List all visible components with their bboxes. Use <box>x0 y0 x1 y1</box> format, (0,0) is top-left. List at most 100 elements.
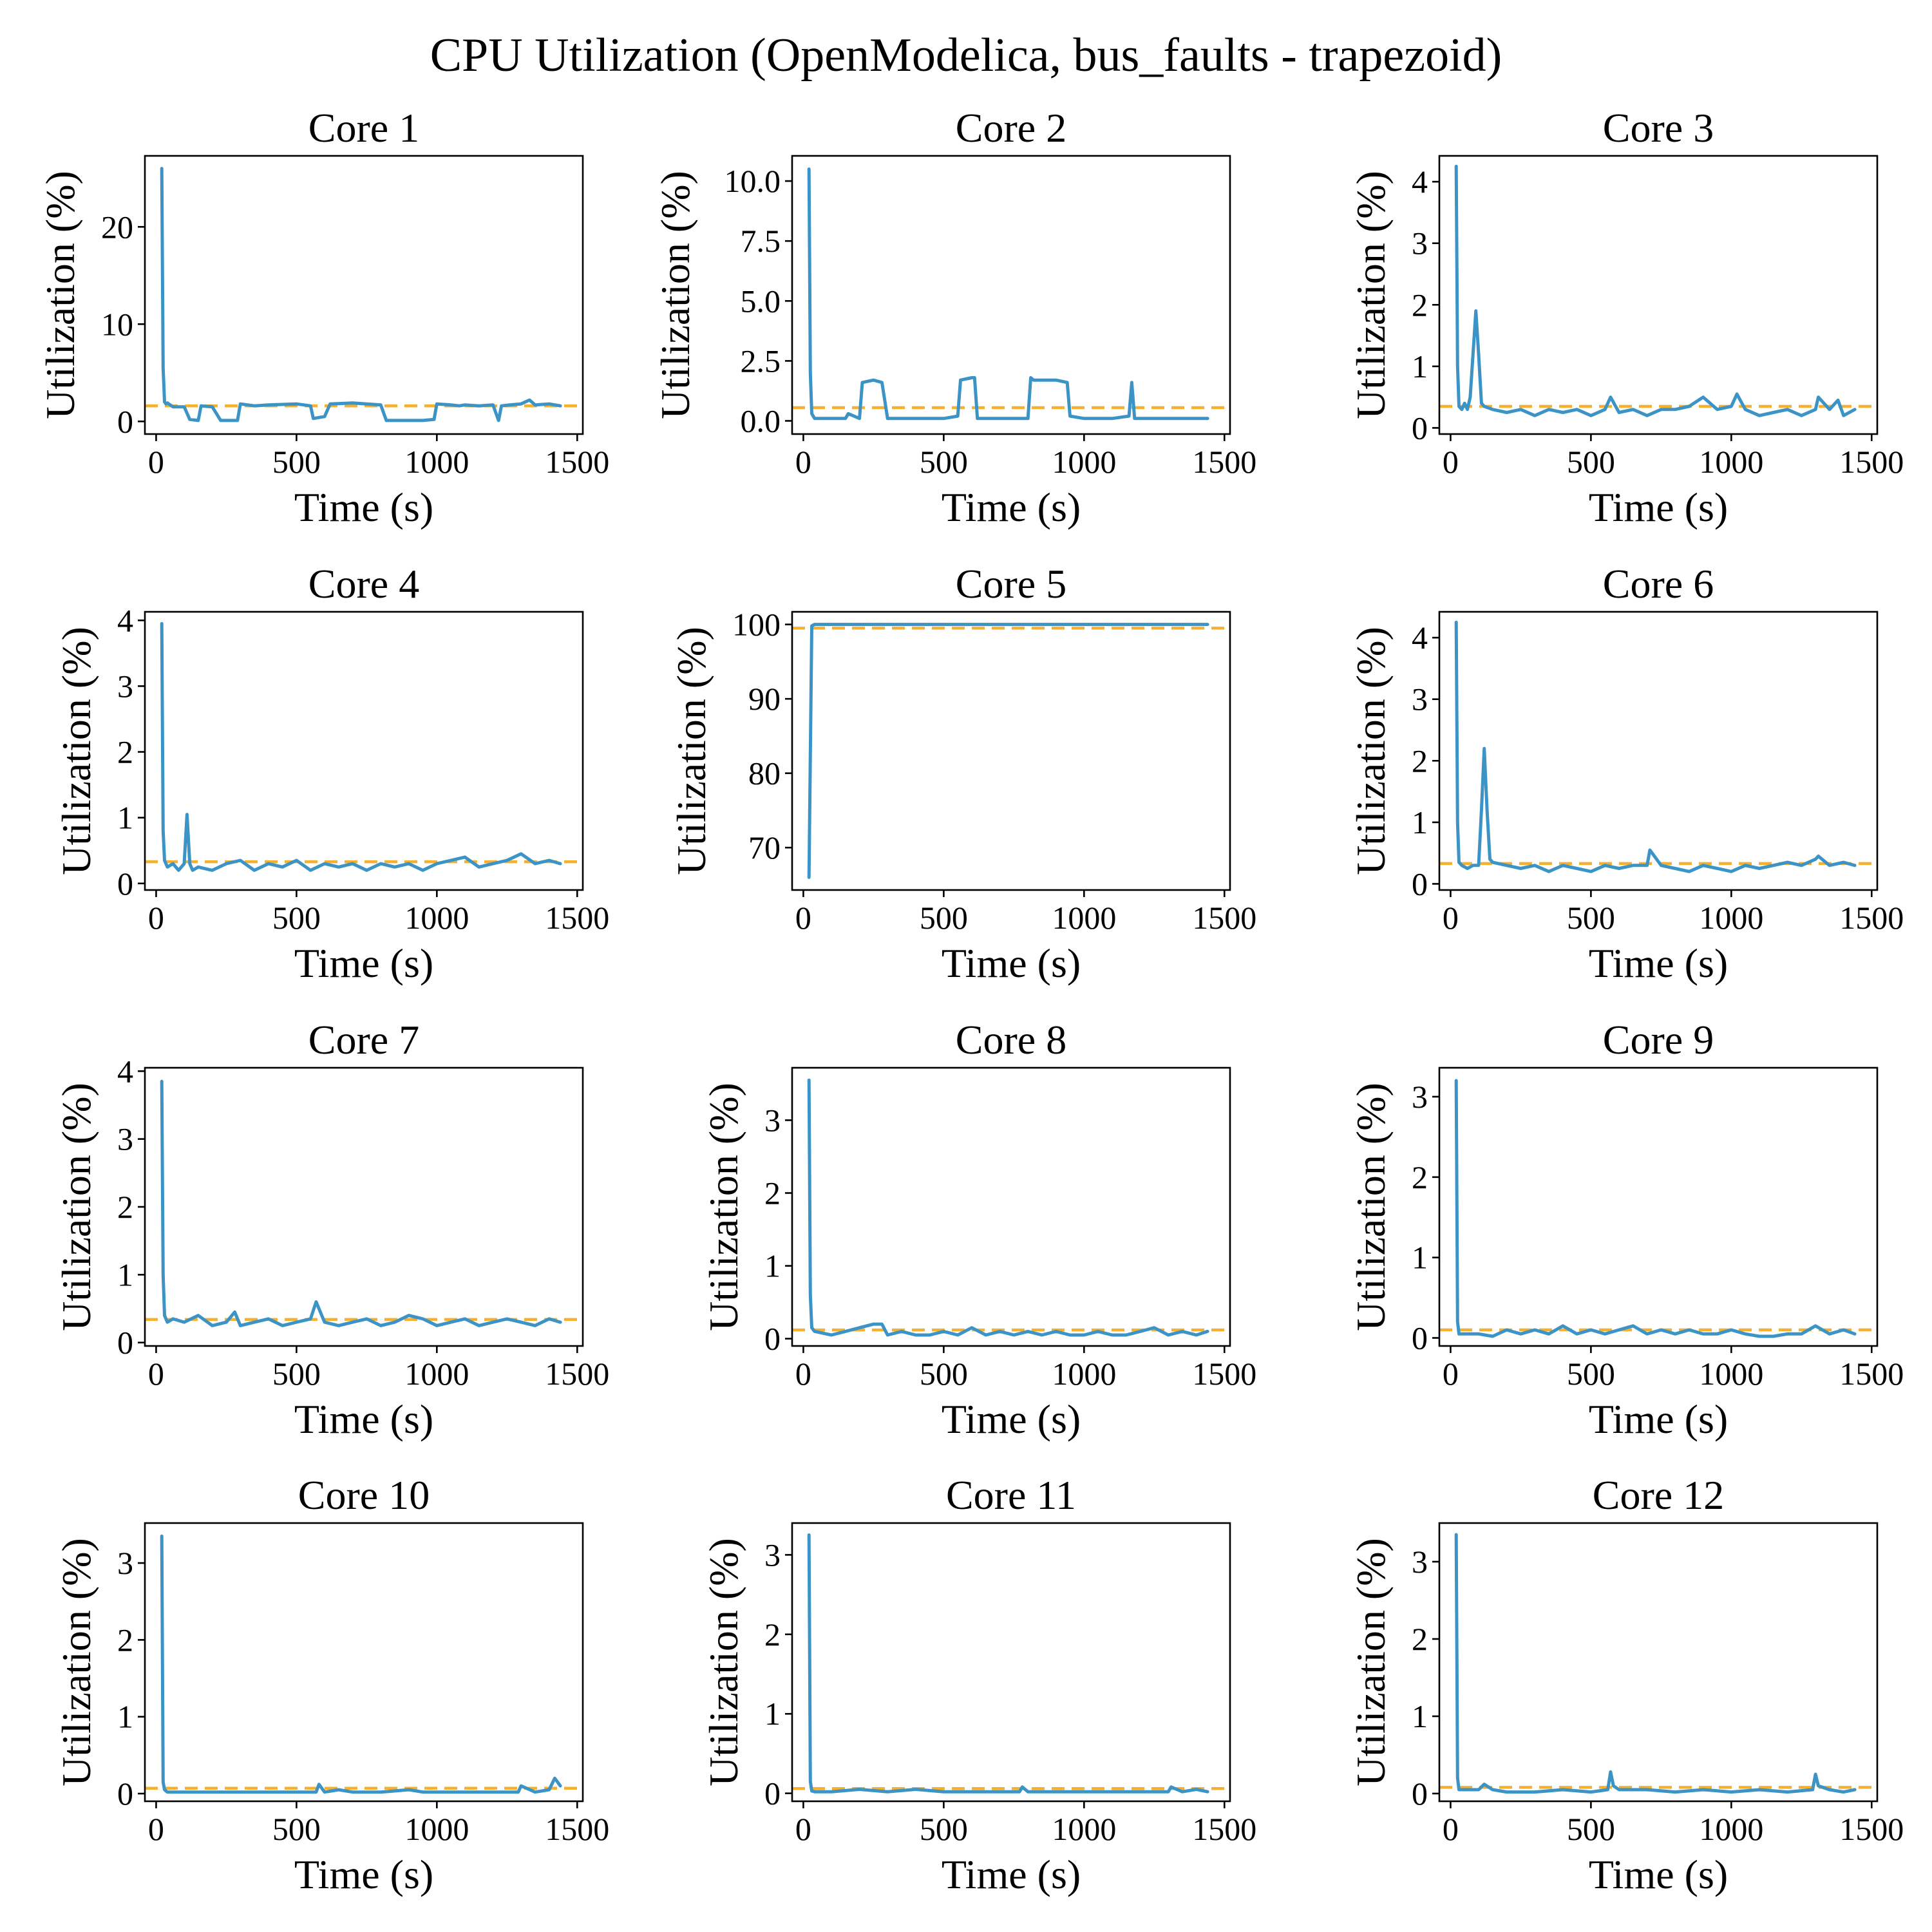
y-tick-label: 1 <box>117 1699 133 1735</box>
y-tick-label: 0 <box>764 1321 781 1357</box>
y-tick-label: 2 <box>764 1175 781 1211</box>
y-tick-label: 0.0 <box>741 403 781 439</box>
subplot-core-3: Core 3 0 500 1000 1500 0 1 2 3 4 Time (s) Utilizati… <box>1348 105 1904 530</box>
subplot-core-8: Core 8 0 500 1000 1500 0 1 2 3 Time (s) Utilizatio… <box>701 1017 1256 1442</box>
y-tick-label: 0 <box>1412 410 1428 446</box>
subplot-title: Core 11 <box>946 1472 1076 1518</box>
x-tick-label: 0 <box>795 900 811 936</box>
subplot-title: Core 6 <box>1603 561 1714 607</box>
y-tick-label: 3 <box>1412 1079 1428 1115</box>
subplot-core-6: Core 6 0 500 1000 1500 0 1 2 3 4 Time (s) Utilizati… <box>1348 561 1904 986</box>
x-tick-label: 0 <box>1443 1811 1459 1847</box>
subplot-core-12: Core 12 0 500 1000 1500 0 1 2 3 Time (s) Utilizati… <box>1348 1472 1904 1897</box>
y-tick-label: 2 <box>1412 1159 1428 1195</box>
utilization-series-line <box>160 1534 562 1794</box>
y-axis-label: Utilization (%) <box>1348 1538 1394 1786</box>
x-axis-label: Time (s) <box>942 1396 1081 1442</box>
x-tick-label: 0 <box>795 1811 811 1847</box>
y-tick-label: 3 <box>764 1537 781 1573</box>
plot-frame <box>1438 1522 1879 1803</box>
plot-frame <box>791 155 1231 435</box>
subplot-core-10: Core 10 0 500 1000 1500 0 1 2 3 Time (s) Utilizati… <box>53 1472 609 1897</box>
x-tick-label: 1000 <box>404 900 469 936</box>
x-tick-label: 0 <box>148 900 164 936</box>
plot-frame <box>791 611 1231 891</box>
x-axis-label: Time (s) <box>942 940 1081 986</box>
y-tick-label: 0 <box>1412 1320 1428 1356</box>
x-tick-label: 500 <box>1567 900 1615 936</box>
y-tick-label: 4 <box>1412 620 1428 656</box>
y-tick-label: 70 <box>748 829 781 866</box>
subplot-title: Core 10 <box>298 1472 430 1518</box>
utilization-series-line <box>1454 164 1857 417</box>
y-tick-label: 0 <box>117 1776 133 1812</box>
subplot-core-1: Core 1 0 500 1000 1500 0 10 20 Time (s) Utilizati… <box>37 105 609 530</box>
y-axis-label: Utilization (%) <box>1348 627 1394 875</box>
utilization-series-line <box>160 167 562 422</box>
x-tick-label: 0 <box>1443 444 1459 480</box>
x-tick-label: 0 <box>795 444 811 480</box>
y-tick-label: 2 <box>1412 287 1428 323</box>
subplot-title: Core 9 <box>1603 1017 1714 1063</box>
utilization-series-line <box>160 1079 562 1327</box>
y-tick-label: 4 <box>117 1053 133 1089</box>
subplot-title: Core 8 <box>956 1017 1066 1063</box>
y-tick-label: 80 <box>748 755 781 791</box>
x-axis-label: Time (s) <box>294 484 433 530</box>
x-tick-label: 1500 <box>545 1356 609 1392</box>
x-axis-label: Time (s) <box>1589 1396 1728 1442</box>
x-tick-label: 1000 <box>404 444 469 480</box>
y-tick-label: 7.5 <box>741 223 781 259</box>
plot-frame <box>144 1522 584 1803</box>
y-tick-label: 2 <box>1412 743 1428 779</box>
plot-frame <box>791 1066 1231 1347</box>
plot-frame <box>1438 1066 1879 1347</box>
y-axis-label: Utilization (%) <box>668 627 714 875</box>
y-tick-label: 90 <box>748 681 781 717</box>
x-tick-label: 1000 <box>1052 1811 1116 1847</box>
x-axis-label: Time (s) <box>942 1852 1081 1897</box>
x-tick-label: 500 <box>272 444 321 480</box>
x-tick-label: 1000 <box>1052 444 1116 480</box>
subplot-title: Core 1 <box>308 105 419 151</box>
y-tick-label: 3 <box>117 668 133 704</box>
y-tick-label: 1 <box>1412 1698 1428 1734</box>
subplot-title: Core 5 <box>956 561 1066 607</box>
x-tick-label: 1500 <box>545 1811 609 1847</box>
x-tick-label: 500 <box>272 1811 321 1847</box>
y-tick-label: 0 <box>117 1325 133 1361</box>
x-tick-label: 1500 <box>1839 1811 1904 1847</box>
y-tick-label: 3 <box>764 1102 781 1138</box>
y-tick-label: 3 <box>117 1121 133 1157</box>
y-tick-label: 1 <box>1412 1240 1428 1276</box>
x-axis-label: Time (s) <box>1589 1852 1728 1897</box>
y-axis-label: Utilization (%) <box>1348 171 1394 419</box>
x-tick-label: 1500 <box>1192 900 1256 936</box>
x-tick-label: 500 <box>1567 1356 1615 1392</box>
utilization-series-line <box>1454 1533 1857 1794</box>
x-tick-label: 1500 <box>1839 900 1904 936</box>
x-tick-label: 0 <box>148 1356 164 1392</box>
y-tick-label: 0 <box>117 866 133 902</box>
y-tick-label: 0 <box>1412 866 1428 902</box>
y-tick-label: 2 <box>1412 1621 1428 1657</box>
y-tick-label: 5.0 <box>741 283 781 319</box>
plot-frame <box>144 155 584 435</box>
plot-frame <box>791 1522 1231 1803</box>
y-tick-label: 100 <box>732 607 781 643</box>
y-tick-label: 1 <box>1412 804 1428 840</box>
x-tick-label: 1000 <box>1052 900 1116 936</box>
x-axis-label: Time (s) <box>942 484 1081 530</box>
x-tick-label: 1000 <box>404 1811 469 1847</box>
utilization-series-line <box>807 623 1209 879</box>
utilization-series-line <box>807 1533 1209 1794</box>
x-tick-label: 0 <box>1443 1356 1459 1392</box>
x-tick-label: 1500 <box>1839 1356 1904 1392</box>
x-tick-label: 1000 <box>1699 900 1763 936</box>
y-tick-label: 4 <box>117 602 133 638</box>
x-tick-label: 1500 <box>1192 1356 1256 1392</box>
x-tick-label: 500 <box>272 1356 321 1392</box>
utilization-series-line <box>1454 620 1857 873</box>
x-tick-label: 0 <box>795 1356 811 1392</box>
